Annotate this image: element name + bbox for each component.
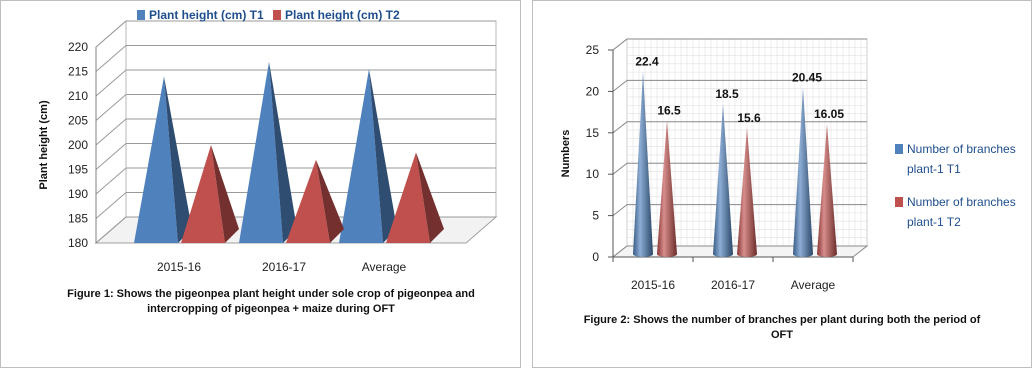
cone <box>633 71 653 257</box>
y-axis-title: Plant height (cm) <box>38 100 50 190</box>
y-tick-label: 10 <box>586 167 600 181</box>
branches-chart: 0 5 10 15 20 25 Numbers 22.4 18.5 20.45 16.5 15.6 16… <box>560 37 1016 292</box>
legend-swatch <box>273 10 281 20</box>
pyramid-side <box>369 69 397 243</box>
x-tick-label: 2015-16 <box>631 278 675 292</box>
y-tick-label: 220 <box>68 40 88 54</box>
figure2-caption: Figure 2: Shows the number of branches p… <box>583 314 981 341</box>
pyramid-front <box>339 69 383 243</box>
y-tick-label: 25 <box>586 43 600 57</box>
plant-height-chart: 180 185 190 195 200 205 210 215 220 Plant height … <box>38 8 498 274</box>
x-tick-label: Average <box>362 260 407 274</box>
y-tick-label: 210 <box>68 89 88 103</box>
data-label: 22.4 <box>635 55 659 69</box>
gridline <box>612 162 867 175</box>
x-tick-label: Average <box>791 278 836 292</box>
pyramid-front <box>181 145 225 243</box>
legend-swatch <box>895 144 903 154</box>
y-tick-label: 190 <box>68 187 88 201</box>
cone <box>793 87 813 257</box>
gridline <box>612 79 867 92</box>
legend-label: Number of branches plant-1 T1 <box>907 142 1016 176</box>
gridline <box>612 204 867 216</box>
gridline <box>612 121 867 134</box>
y-tick-label: 205 <box>68 114 88 128</box>
cone <box>713 103 733 257</box>
y-tick-label: 180 <box>68 236 88 250</box>
data-label: 16.5 <box>657 103 681 117</box>
legend-swatch <box>137 10 145 20</box>
pyramid-front <box>386 152 430 243</box>
figure1-panel: 180 185 190 195 200 205 210 215 220 Plant height … <box>0 0 521 368</box>
y-axis-title: Numbers <box>560 130 572 178</box>
figure2-panel: 0 5 10 15 20 25 Numbers 22.4 18.5 20.45 16.5 15.6 16… <box>532 0 1032 368</box>
data-label: 15.6 <box>737 111 761 125</box>
x-tick-label: 2016-17 <box>262 260 306 274</box>
data-label: 20.45 <box>792 71 822 85</box>
pyramid-side <box>269 61 297 244</box>
y-tick-label: 195 <box>68 163 88 177</box>
side-wall <box>612 37 628 259</box>
pyramid-front <box>134 76 178 244</box>
pyramid-side <box>316 159 344 243</box>
pyramid-front <box>239 61 283 244</box>
legend-swatch <box>895 197 903 207</box>
pyramid-side <box>164 76 192 244</box>
pyramid-side <box>416 152 444 243</box>
y-tick-label: 0 <box>592 250 599 264</box>
gridline <box>95 45 496 72</box>
y-tick-label: 15 <box>586 126 600 140</box>
legend-label: Plant height (cm) T1 <box>149 8 264 22</box>
gridline <box>612 38 867 51</box>
data-label: 18.5 <box>715 87 739 101</box>
legend-label: Plant height (cm) T2 <box>285 8 400 22</box>
legend-label: Number of branches plant-1 T2 <box>907 195 1016 229</box>
pyramid-front <box>286 159 330 243</box>
y-tick-label: 200 <box>68 138 88 152</box>
cone <box>737 127 757 257</box>
gridline <box>95 20 496 48</box>
figure1-caption: Figure 1: Shows the pigeonpea plant heig… <box>67 288 475 315</box>
y-tick-label: 185 <box>68 212 88 226</box>
x-tick-label: 2015-16 <box>157 260 201 274</box>
y-tick-label: 20 <box>586 84 600 98</box>
cone <box>657 120 677 257</box>
x-tick-label: 2016-17 <box>711 278 755 292</box>
pyramid-side <box>211 145 239 243</box>
y-tick-label: 215 <box>68 65 88 79</box>
data-label: 16.05 <box>814 107 844 121</box>
cone <box>817 124 837 257</box>
y-tick-label: 5 <box>592 209 599 223</box>
gridline <box>95 69 496 97</box>
